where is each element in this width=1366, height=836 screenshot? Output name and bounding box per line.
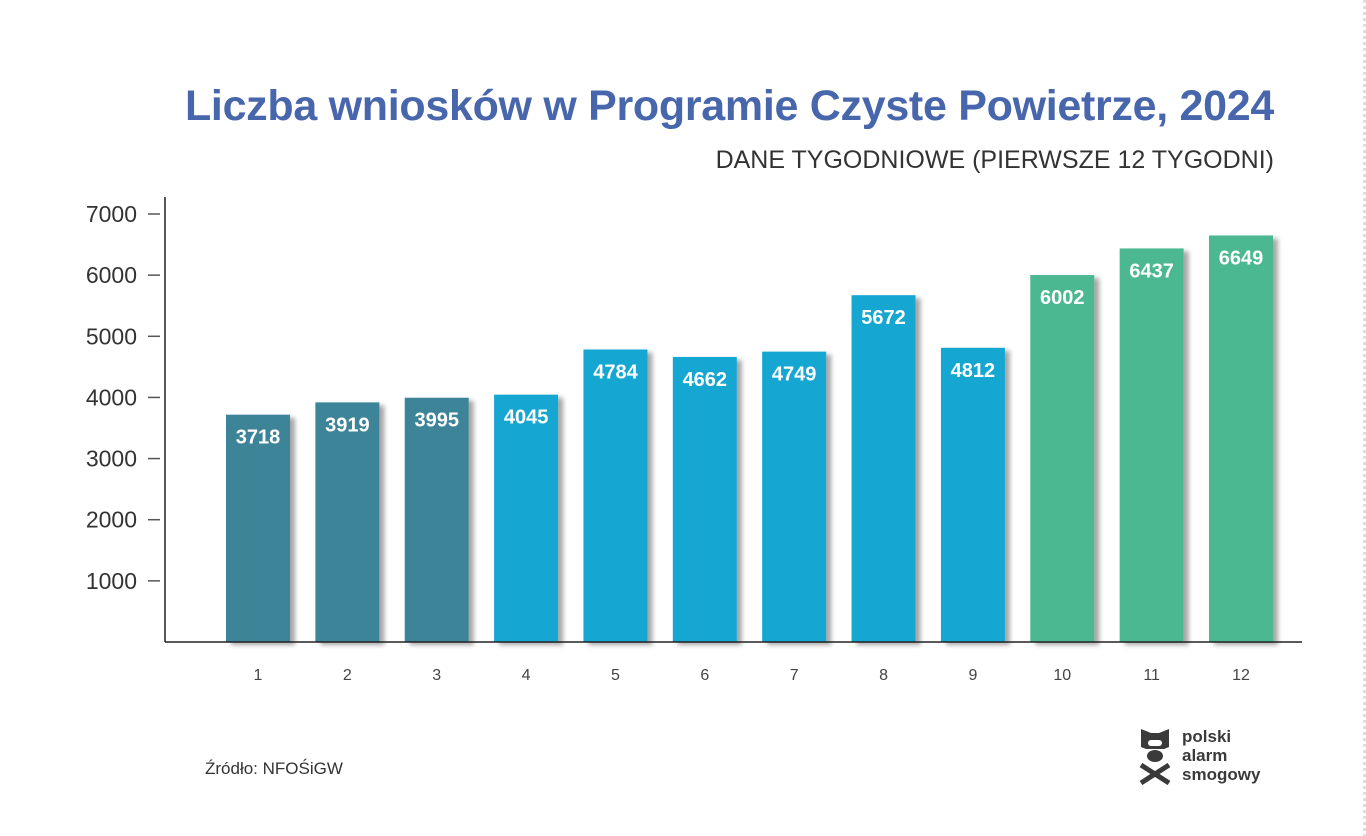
x-tick-label: 8 <box>879 667 888 684</box>
smog-mask-icon <box>1139 729 1171 785</box>
bar <box>1209 235 1273 643</box>
data-label: 6437 <box>1129 260 1174 282</box>
y-tick-label: 3000 <box>86 446 137 472</box>
data-label: 6002 <box>1040 287 1085 309</box>
page-edge <box>1363 0 1366 836</box>
x-tick-label: 5 <box>611 667 620 684</box>
logo-line: alarm <box>1182 746 1228 765</box>
y-tick-label: 1000 <box>86 568 137 594</box>
data-label: 4749 <box>772 364 817 386</box>
source-note: Źródło: NFOŚiGW <box>205 759 343 778</box>
x-tick-label: 7 <box>790 667 799 684</box>
data-label: 3995 <box>414 410 459 432</box>
logo-line: polski <box>1182 727 1232 746</box>
data-label: 5672 <box>861 307 906 329</box>
x-tick-label: 11 <box>1143 667 1160 684</box>
data-label: 4784 <box>593 361 638 383</box>
y-tick-label: 7000 <box>86 201 137 227</box>
y-tick-label: 6000 <box>86 262 137 288</box>
bar <box>672 356 737 642</box>
x-tick-label: 6 <box>700 667 709 684</box>
bar <box>315 402 380 642</box>
data-label: 4812 <box>951 360 996 382</box>
bar <box>226 414 290 642</box>
bar <box>762 351 827 642</box>
data-label: 6649 <box>1219 247 1264 269</box>
bar <box>940 347 1005 642</box>
logo-text: polski alarm smogowy <box>1182 727 1260 784</box>
x-tick-label: 2 <box>343 667 352 684</box>
logo: polski alarm smogowy <box>1138 727 1260 785</box>
bar <box>404 397 469 642</box>
data-label: 4045 <box>504 407 549 429</box>
y-tick-label: 4000 <box>86 384 137 410</box>
data-label: 3919 <box>325 414 370 436</box>
chart-subtitle: DANE TYGODNIOWE (PIERWSZE 12 TYGODNI) <box>715 146 1274 174</box>
bar <box>583 349 648 642</box>
bar <box>1030 275 1095 642</box>
x-tick-label: 4 <box>522 667 531 684</box>
data-label: 3718 <box>236 427 281 449</box>
bar <box>494 394 559 642</box>
y-tick-label: 5000 <box>86 323 137 349</box>
data-label: 4662 <box>683 369 728 391</box>
x-tick-label: 9 <box>968 667 977 684</box>
x-tick-label: 3 <box>432 667 441 684</box>
x-tick-label: 10 <box>1053 667 1071 684</box>
bar <box>1119 248 1184 642</box>
bar <box>851 295 916 642</box>
chart-title: Liczba wniosków w Programie Czyste Powie… <box>184 82 1274 130</box>
x-tick-label: 1 <box>254 667 263 684</box>
logo-line: smogowy <box>1182 765 1261 784</box>
x-tick-label: 12 <box>1232 667 1250 684</box>
y-tick-label: 2000 <box>86 507 137 533</box>
